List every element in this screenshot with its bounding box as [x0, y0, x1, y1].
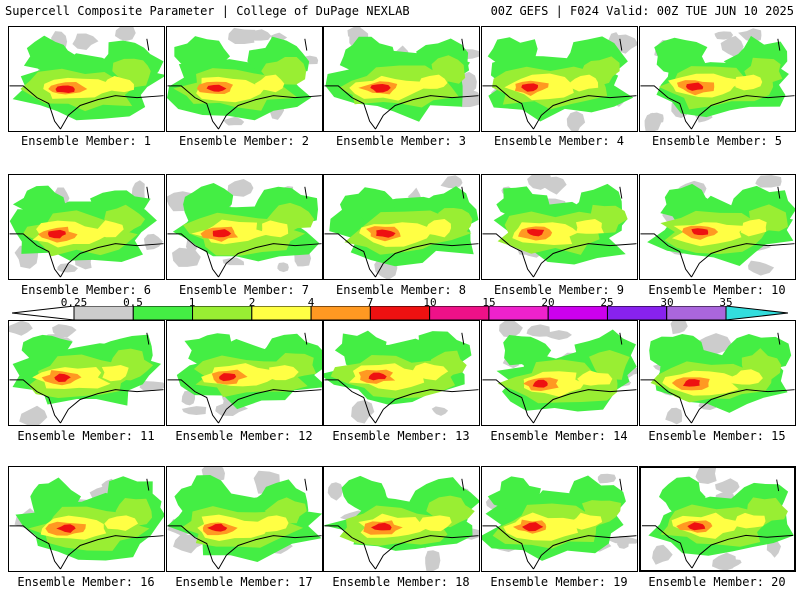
- color-scale-tick-label: 20: [541, 296, 555, 309]
- ensemble-member-map-15: [639, 320, 796, 426]
- ensemble-member-caption: Ensemble Member: 7: [178, 283, 310, 297]
- chart-title: Supercell Composite Parameter | College …: [5, 4, 410, 18]
- ensemble-member-caption: Ensemble Member: 11: [17, 429, 155, 443]
- ensemble-member-map-6: [8, 174, 165, 280]
- color-scale-segment: [606, 306, 668, 320]
- ensemble-member-map-16: [8, 466, 165, 572]
- color-scale-tick-label: 4: [307, 296, 315, 309]
- color-scale-tick-label: 0.25: [60, 296, 88, 309]
- ensemble-member-caption: Ensemble Member: 12: [175, 429, 313, 443]
- ensemble-member-caption: Ensemble Member: 8: [335, 283, 467, 297]
- ensemble-member-map-18: [323, 466, 480, 572]
- color-scale-segment: [310, 306, 371, 320]
- color-scale-tick-label: 0.5: [123, 296, 143, 309]
- ensemble-member-caption: Ensemble Member: 6: [20, 283, 152, 297]
- ensemble-member-caption: Ensemble Member: 18: [332, 575, 470, 589]
- ensemble-member-map-3: [323, 26, 480, 132]
- ensemble-member-caption: Ensemble Member: 4: [493, 134, 625, 148]
- color-scale-tick-label: 30: [660, 296, 674, 309]
- ensemble-member-caption: Ensemble Member: 19: [490, 575, 628, 589]
- color-scale-segment: [429, 306, 490, 320]
- color-scale-segment: [666, 306, 727, 320]
- color-scale-bar: [12, 306, 788, 320]
- ensemble-member-map-10: [639, 174, 796, 280]
- color-scale-segment: [488, 306, 549, 320]
- ensemble-member-caption: Ensemble Member: 13: [332, 429, 470, 443]
- color-scale-segment: [192, 306, 253, 320]
- ensemble-member-map-7: [166, 174, 323, 280]
- ensemble-member-map-5: [639, 26, 796, 132]
- color-scale-segment: [369, 306, 431, 320]
- ensemble-member-caption: Ensemble Member: 20: [648, 575, 786, 589]
- color-scale-tick-label: 1: [188, 296, 196, 309]
- ensemble-member-map-14: [481, 320, 638, 426]
- ensemble-member-caption: Ensemble Member: 15: [648, 429, 786, 443]
- ensemble-member-map-13: [323, 320, 480, 426]
- color-scale-tick-label: 15: [482, 296, 496, 309]
- color-scale-tick-label: 35: [719, 296, 733, 309]
- ensemble-member-caption: Ensemble Member: 2: [178, 134, 310, 148]
- ensemble-member-map-11: [8, 320, 165, 426]
- color-scale-tick-label: 10: [423, 296, 437, 309]
- ensemble-member-caption: Ensemble Member: 17: [175, 575, 313, 589]
- ensemble-member-map-17: [166, 466, 323, 572]
- ensemble-member-map-2: [166, 26, 323, 132]
- ensemble-member-caption: Ensemble Member: 9: [493, 283, 625, 297]
- color-scale-segment: [547, 306, 608, 320]
- ensemble-member-caption: Ensemble Member: 3: [335, 134, 467, 148]
- ensemble-member-caption: Ensemble Member: 16: [17, 575, 155, 589]
- ensemble-member-map-12: [166, 320, 323, 426]
- ensemble-member-map-8: [323, 174, 480, 280]
- color-scale-tick-label: 7: [366, 296, 374, 309]
- ensemble-member-caption: Ensemble Member: 14: [490, 429, 628, 443]
- ensemble-member-map-9: [481, 174, 638, 280]
- color-scale-tick-label: 25: [600, 296, 614, 309]
- color-scale-segment: [251, 306, 312, 320]
- ensemble-member-map-19: [481, 466, 638, 572]
- ensemble-member-caption: Ensemble Member: 1: [20, 134, 152, 148]
- ensemble-member-map-20: [639, 466, 796, 572]
- valid-time-label: 00Z GEFS | F024 Valid: 00Z TUE JUN 10 20…: [490, 4, 794, 18]
- ensemble-member-map-4: [481, 26, 638, 132]
- ensemble-member-caption: Ensemble Member: 10: [648, 283, 786, 297]
- color-scale-end-high: [725, 306, 788, 320]
- color-scale-tick-label: 2: [248, 296, 256, 309]
- ensemble-member-map-1: [8, 26, 165, 132]
- ensemble-member-caption: Ensemble Member: 5: [651, 134, 783, 148]
